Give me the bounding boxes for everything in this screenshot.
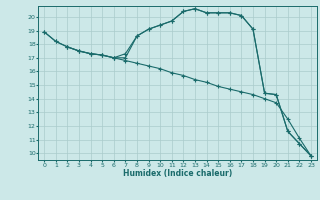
X-axis label: Humidex (Indice chaleur): Humidex (Indice chaleur) [123, 169, 232, 178]
